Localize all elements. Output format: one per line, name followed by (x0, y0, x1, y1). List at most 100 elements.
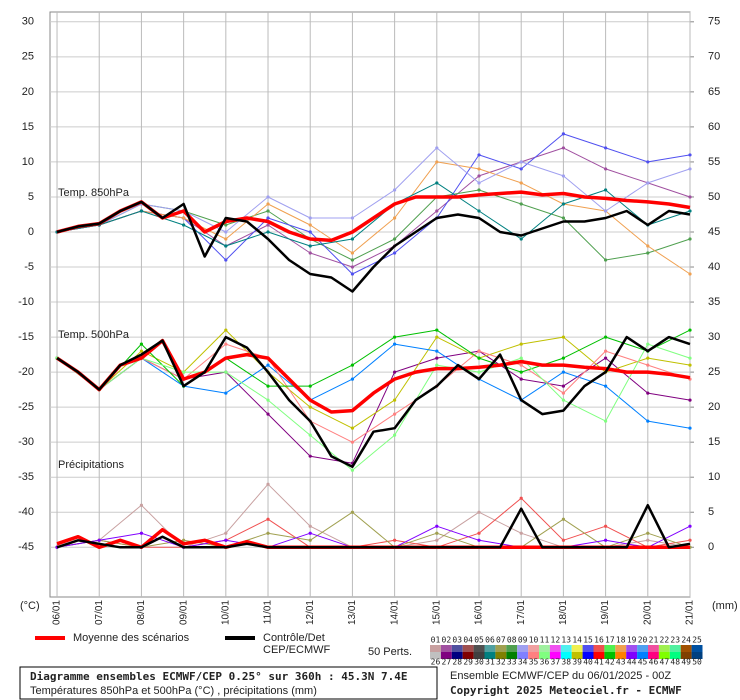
perturbation-point (604, 209, 608, 213)
perturbation-point (308, 433, 312, 437)
x-tick-label: 16/01 (474, 600, 485, 625)
perturbation-point (561, 132, 566, 136)
legend-label: Contrôle/Det (263, 632, 325, 644)
pert-swatch (528, 652, 539, 659)
perturbation-point (350, 440, 355, 444)
pert-swatch (430, 652, 441, 659)
pert-label: 33 (507, 658, 517, 667)
perturbation-point (646, 342, 650, 346)
perturbation-point (308, 405, 312, 409)
y2-tick-label: 20 (708, 401, 720, 413)
pert-swatch (680, 645, 692, 652)
pert-swatch (648, 645, 659, 652)
pert-label: 16 (594, 636, 604, 645)
pert-swatch (462, 652, 474, 659)
y-tick-label: -25 (18, 401, 34, 413)
perturbation-point (308, 244, 312, 248)
perturbation-point (688, 356, 692, 360)
perturbation-point (604, 349, 608, 353)
pert-swatch (517, 652, 529, 659)
perturbation-point (688, 328, 692, 332)
perturbation-point (477, 174, 481, 178)
pert-swatch (669, 652, 681, 659)
pert-swatch (658, 645, 670, 652)
perturbation-point (224, 258, 228, 262)
perturbation-point (604, 538, 608, 542)
run-label: Ensemble ECMWF/CEP du 06/01/2025 - 00Z (450, 670, 671, 682)
control-line (56, 503, 691, 549)
pert-label: 43 (616, 658, 626, 667)
perturbation-point (139, 531, 144, 535)
perturbation-point (139, 209, 144, 213)
pert-label: 14 (572, 636, 582, 645)
y2-tick-label: 40 (708, 261, 720, 273)
pert-label: 40 (583, 658, 593, 667)
perturbation-point (477, 370, 481, 374)
perturbation-point (561, 146, 566, 150)
perturbation-point (519, 342, 523, 346)
pert-label: 09 (518, 636, 528, 645)
pert-swatch (680, 652, 692, 659)
perturbation-point (477, 531, 481, 535)
pert-label: 06 (485, 636, 495, 645)
y-tick-label: -10 (18, 296, 34, 308)
perturbation-point (266, 209, 270, 213)
perturbation-point (393, 237, 397, 241)
pert-swatch (669, 645, 681, 652)
perturbation-point (435, 531, 439, 535)
pert-label: 20 (638, 636, 648, 645)
footer-subtitle: Températures 850hPa et 500hPa (°C) , pré… (30, 685, 317, 697)
y2-tick-label: 35 (708, 296, 720, 308)
perturbation-point (224, 244, 228, 248)
x-tick-label: 12/01 (305, 600, 316, 625)
pert-label: 02 (442, 636, 452, 645)
perturbation-point (519, 356, 523, 360)
x-tick-label: 20/01 (642, 600, 653, 625)
perturbation-point (435, 160, 439, 164)
perturbation-point (477, 356, 481, 360)
perturbation-point (477, 167, 481, 171)
perturbation-point (604, 258, 608, 262)
perturbation-point (519, 531, 523, 535)
perturbation-point (139, 349, 144, 353)
pert-label: 11 (540, 636, 550, 645)
pert-swatch (582, 645, 594, 652)
pert-swatch (593, 645, 605, 652)
perturbation-point (519, 181, 523, 185)
plot-frame (49, 11, 691, 598)
perturbation-point (604, 167, 608, 171)
perturbation-point (350, 237, 355, 241)
perturbation-line (56, 147, 691, 233)
panel-label: Temp. 500hPa (58, 329, 130, 341)
perturbation-point (393, 251, 397, 255)
perturbation-point (477, 188, 481, 192)
perturbation-point (604, 356, 608, 360)
perturbation-point (350, 216, 355, 220)
y-tick-label: -35 (18, 471, 34, 483)
perturbation-point (519, 496, 523, 500)
perturbation-point (266, 195, 270, 199)
y2-tick-label: 65 (708, 86, 720, 98)
pert-label: 36 (540, 658, 550, 667)
pert-swatch (637, 652, 648, 659)
perturbation-point (393, 538, 397, 542)
x-tick-label: 15/01 (431, 600, 442, 625)
perturbation-point (435, 363, 439, 367)
perturbation-point (266, 202, 270, 206)
perturbation-point (477, 181, 481, 185)
y-tick-label: -15 (18, 331, 34, 343)
perturbation-point (688, 538, 692, 542)
perturbation-point (646, 181, 650, 185)
pert-swatch (495, 645, 507, 652)
x-tick-label: 09/01 (178, 600, 189, 625)
pert-label: 01 (431, 636, 441, 645)
y-tick-label: 5 (28, 191, 34, 203)
perturbation-point (266, 412, 270, 416)
pert-swatch (506, 645, 518, 652)
perturbation-point (561, 398, 566, 402)
perturbation-point (224, 328, 228, 332)
perturbation-point (139, 342, 144, 346)
pert-swatch (691, 645, 703, 652)
perturbation-point (477, 209, 481, 213)
perturbation-point (350, 426, 355, 430)
